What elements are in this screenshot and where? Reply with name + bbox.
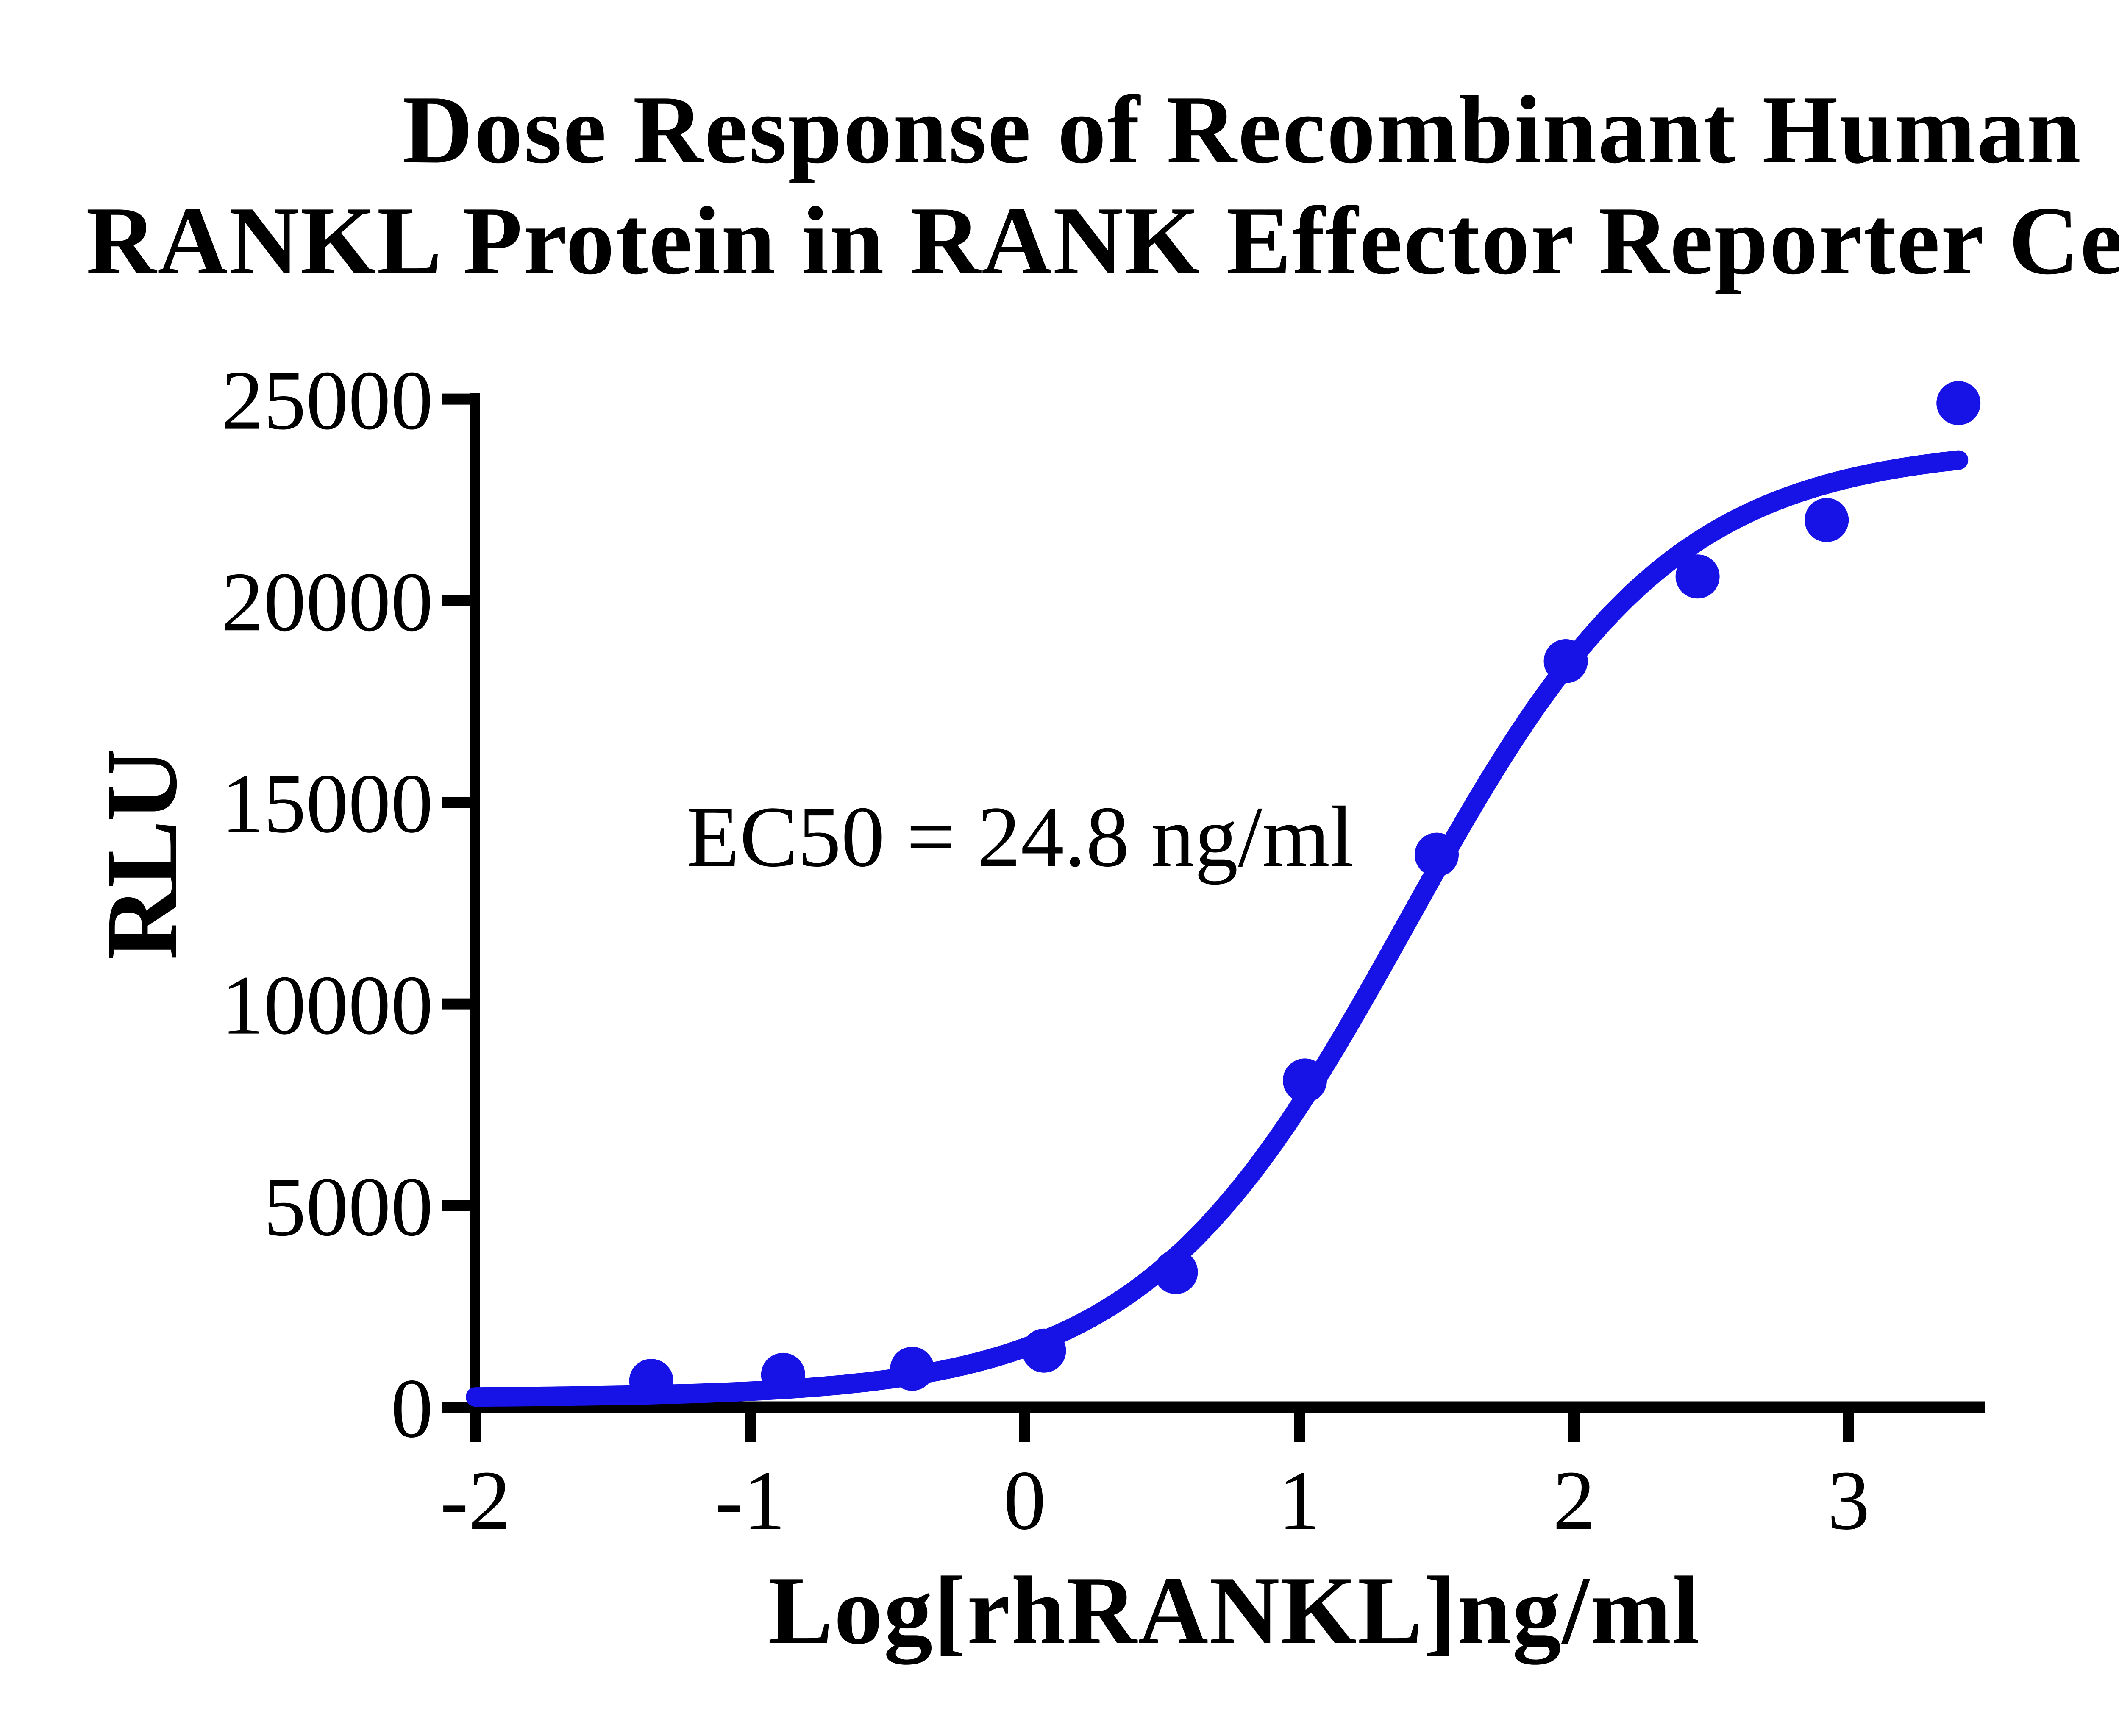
- chart-title-line2: RANKL Protein in RANK Effector Reporter …: [86, 186, 2119, 295]
- ec50-annotation: EC50 = 24.8 ng/ml: [687, 789, 1354, 885]
- y-tick-label: 20000: [221, 555, 433, 649]
- curve-layer: [466, 450, 1969, 1407]
- y-tick-label: 25000: [221, 354, 433, 448]
- y-tick-label: 10000: [221, 959, 433, 1052]
- data-point: [1936, 381, 1981, 426]
- y-tick-label: 15000: [221, 757, 433, 851]
- x-tick-label: 1: [1278, 1454, 1321, 1547]
- data-point: [890, 1347, 934, 1391]
- x-tick-label: -2: [440, 1454, 511, 1547]
- y-axis-title: RLU: [85, 748, 198, 960]
- data-point: [629, 1359, 673, 1403]
- x-tick-label: 2: [1553, 1454, 1595, 1547]
- x-tick-label: -1: [715, 1454, 786, 1547]
- y-tick-label: 5000: [264, 1160, 433, 1254]
- tick-labels-layer: 0 5000 10000 15000 20000 25000 -2 -1 0 1 2 3: [221, 354, 1870, 1547]
- data-point: [761, 1352, 805, 1397]
- data-point: [1022, 1328, 1066, 1373]
- x-tick-label: 0: [1004, 1454, 1046, 1547]
- points-layer: [629, 381, 1981, 1403]
- data-point: [1415, 832, 1459, 877]
- data-point: [1154, 1250, 1198, 1294]
- dose-response-curve: [466, 450, 1969, 1407]
- x-tick-label: 3: [1827, 1454, 1870, 1547]
- data-point: [1543, 639, 1588, 683]
- ticks-layer: [442, 393, 1854, 1442]
- data-point: [1805, 498, 1849, 542]
- axes-layer: [470, 393, 1985, 1413]
- data-point: [1283, 1058, 1327, 1103]
- data-point: [1675, 554, 1720, 599]
- x-axis-title: Log[rhRANKL]ng/ml: [768, 1556, 1699, 1665]
- y-tick-label: 0: [391, 1362, 433, 1455]
- chart-title-line1: Dose Response of Recombinant Human: [403, 75, 2081, 184]
